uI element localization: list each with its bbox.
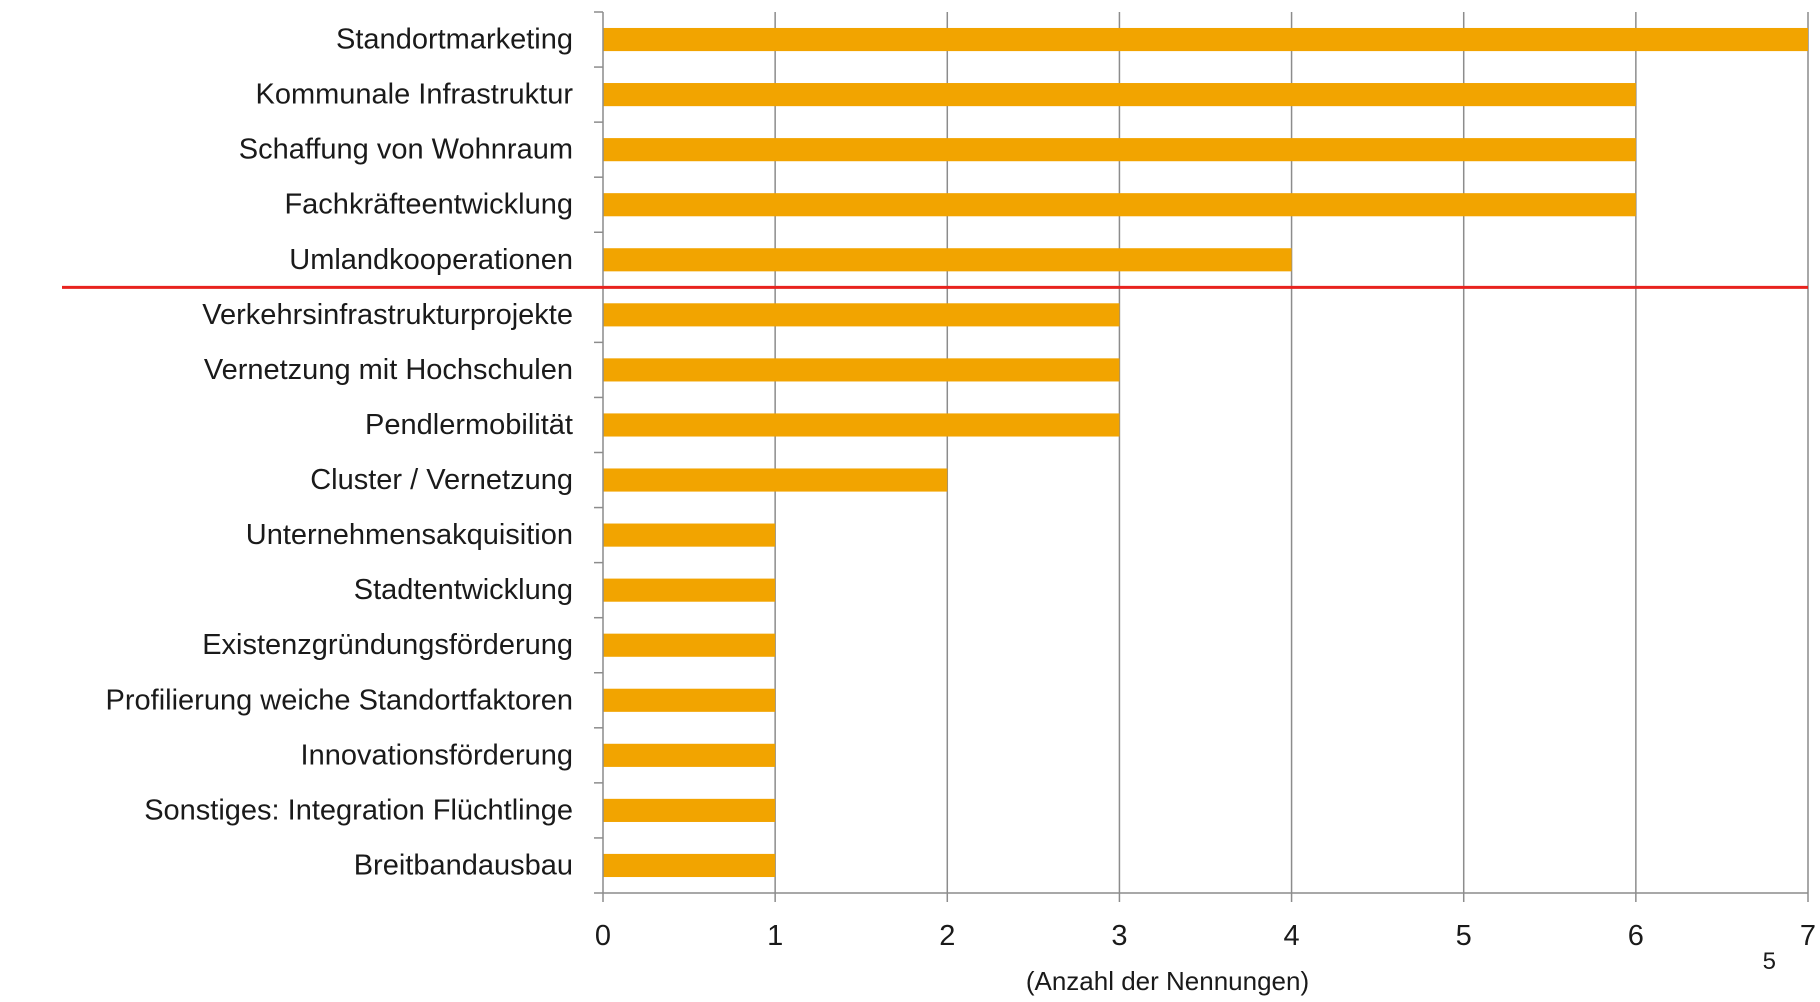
category-label: Schaffung von Wohnraum bbox=[239, 134, 573, 166]
bar bbox=[603, 743, 776, 767]
bar bbox=[603, 193, 1636, 217]
x-tick-label: 5 bbox=[1456, 920, 1472, 952]
category-label: Fachkräfteentwicklung bbox=[284, 189, 573, 221]
x-tick-label: 7 bbox=[1800, 920, 1816, 952]
x-tick-label: 4 bbox=[1284, 920, 1300, 952]
x-tick-labels: 0 1 2 3 4 5 6 7 bbox=[595, 920, 1816, 952]
bar bbox=[603, 468, 948, 492]
bar bbox=[603, 853, 776, 878]
x-tick-label: 3 bbox=[1111, 920, 1127, 952]
x-tick-label: 2 bbox=[939, 920, 955, 952]
page-number: 5 bbox=[1762, 948, 1776, 975]
category-label: Vernetzung mit Hochschulen bbox=[204, 354, 573, 386]
category-label: Cluster / Vernetzung bbox=[310, 464, 573, 496]
x-tick-label: 1 bbox=[767, 920, 783, 952]
bar bbox=[603, 83, 1636, 107]
x-tick-label: 6 bbox=[1628, 920, 1644, 952]
category-label: Kommunale Infrastruktur bbox=[255, 79, 573, 111]
bar bbox=[603, 303, 1120, 327]
bar bbox=[603, 27, 1808, 52]
category-label: Unternehmensakquisition bbox=[246, 519, 573, 551]
bar bbox=[603, 688, 776, 712]
category-label: Existenzgründungsförderung bbox=[202, 629, 573, 661]
category-label: Innovationsförderung bbox=[301, 739, 573, 771]
bar bbox=[603, 523, 776, 547]
x-axis-title: (Anzahl der Nennungen) bbox=[1026, 966, 1309, 996]
bar bbox=[603, 413, 1120, 437]
category-label: Pendlermobilität bbox=[365, 409, 573, 441]
bar bbox=[603, 248, 1292, 272]
category-label: Verkehrsinfrastrukturprojekte bbox=[202, 299, 573, 331]
category-label: Breitbandausbau bbox=[354, 849, 573, 881]
bar bbox=[603, 358, 1120, 382]
bars bbox=[603, 27, 1808, 878]
x-tick-label: 0 bbox=[595, 920, 611, 952]
category-label: Umlandkooperationen bbox=[289, 244, 573, 276]
category-label: Standortmarketing bbox=[336, 24, 573, 56]
category-labels: Standortmarketing Kommunale Infrastruktur… bbox=[106, 24, 574, 882]
bar bbox=[603, 633, 776, 657]
bar bbox=[603, 138, 1636, 162]
bar bbox=[603, 578, 776, 602]
category-label: Sonstiges: Integration Flüchtlinge bbox=[144, 794, 573, 826]
category-label: Stadtentwicklung bbox=[354, 574, 573, 606]
category-label: Profilierung weiche Standortfaktoren bbox=[106, 684, 573, 716]
bar bbox=[603, 798, 776, 822]
